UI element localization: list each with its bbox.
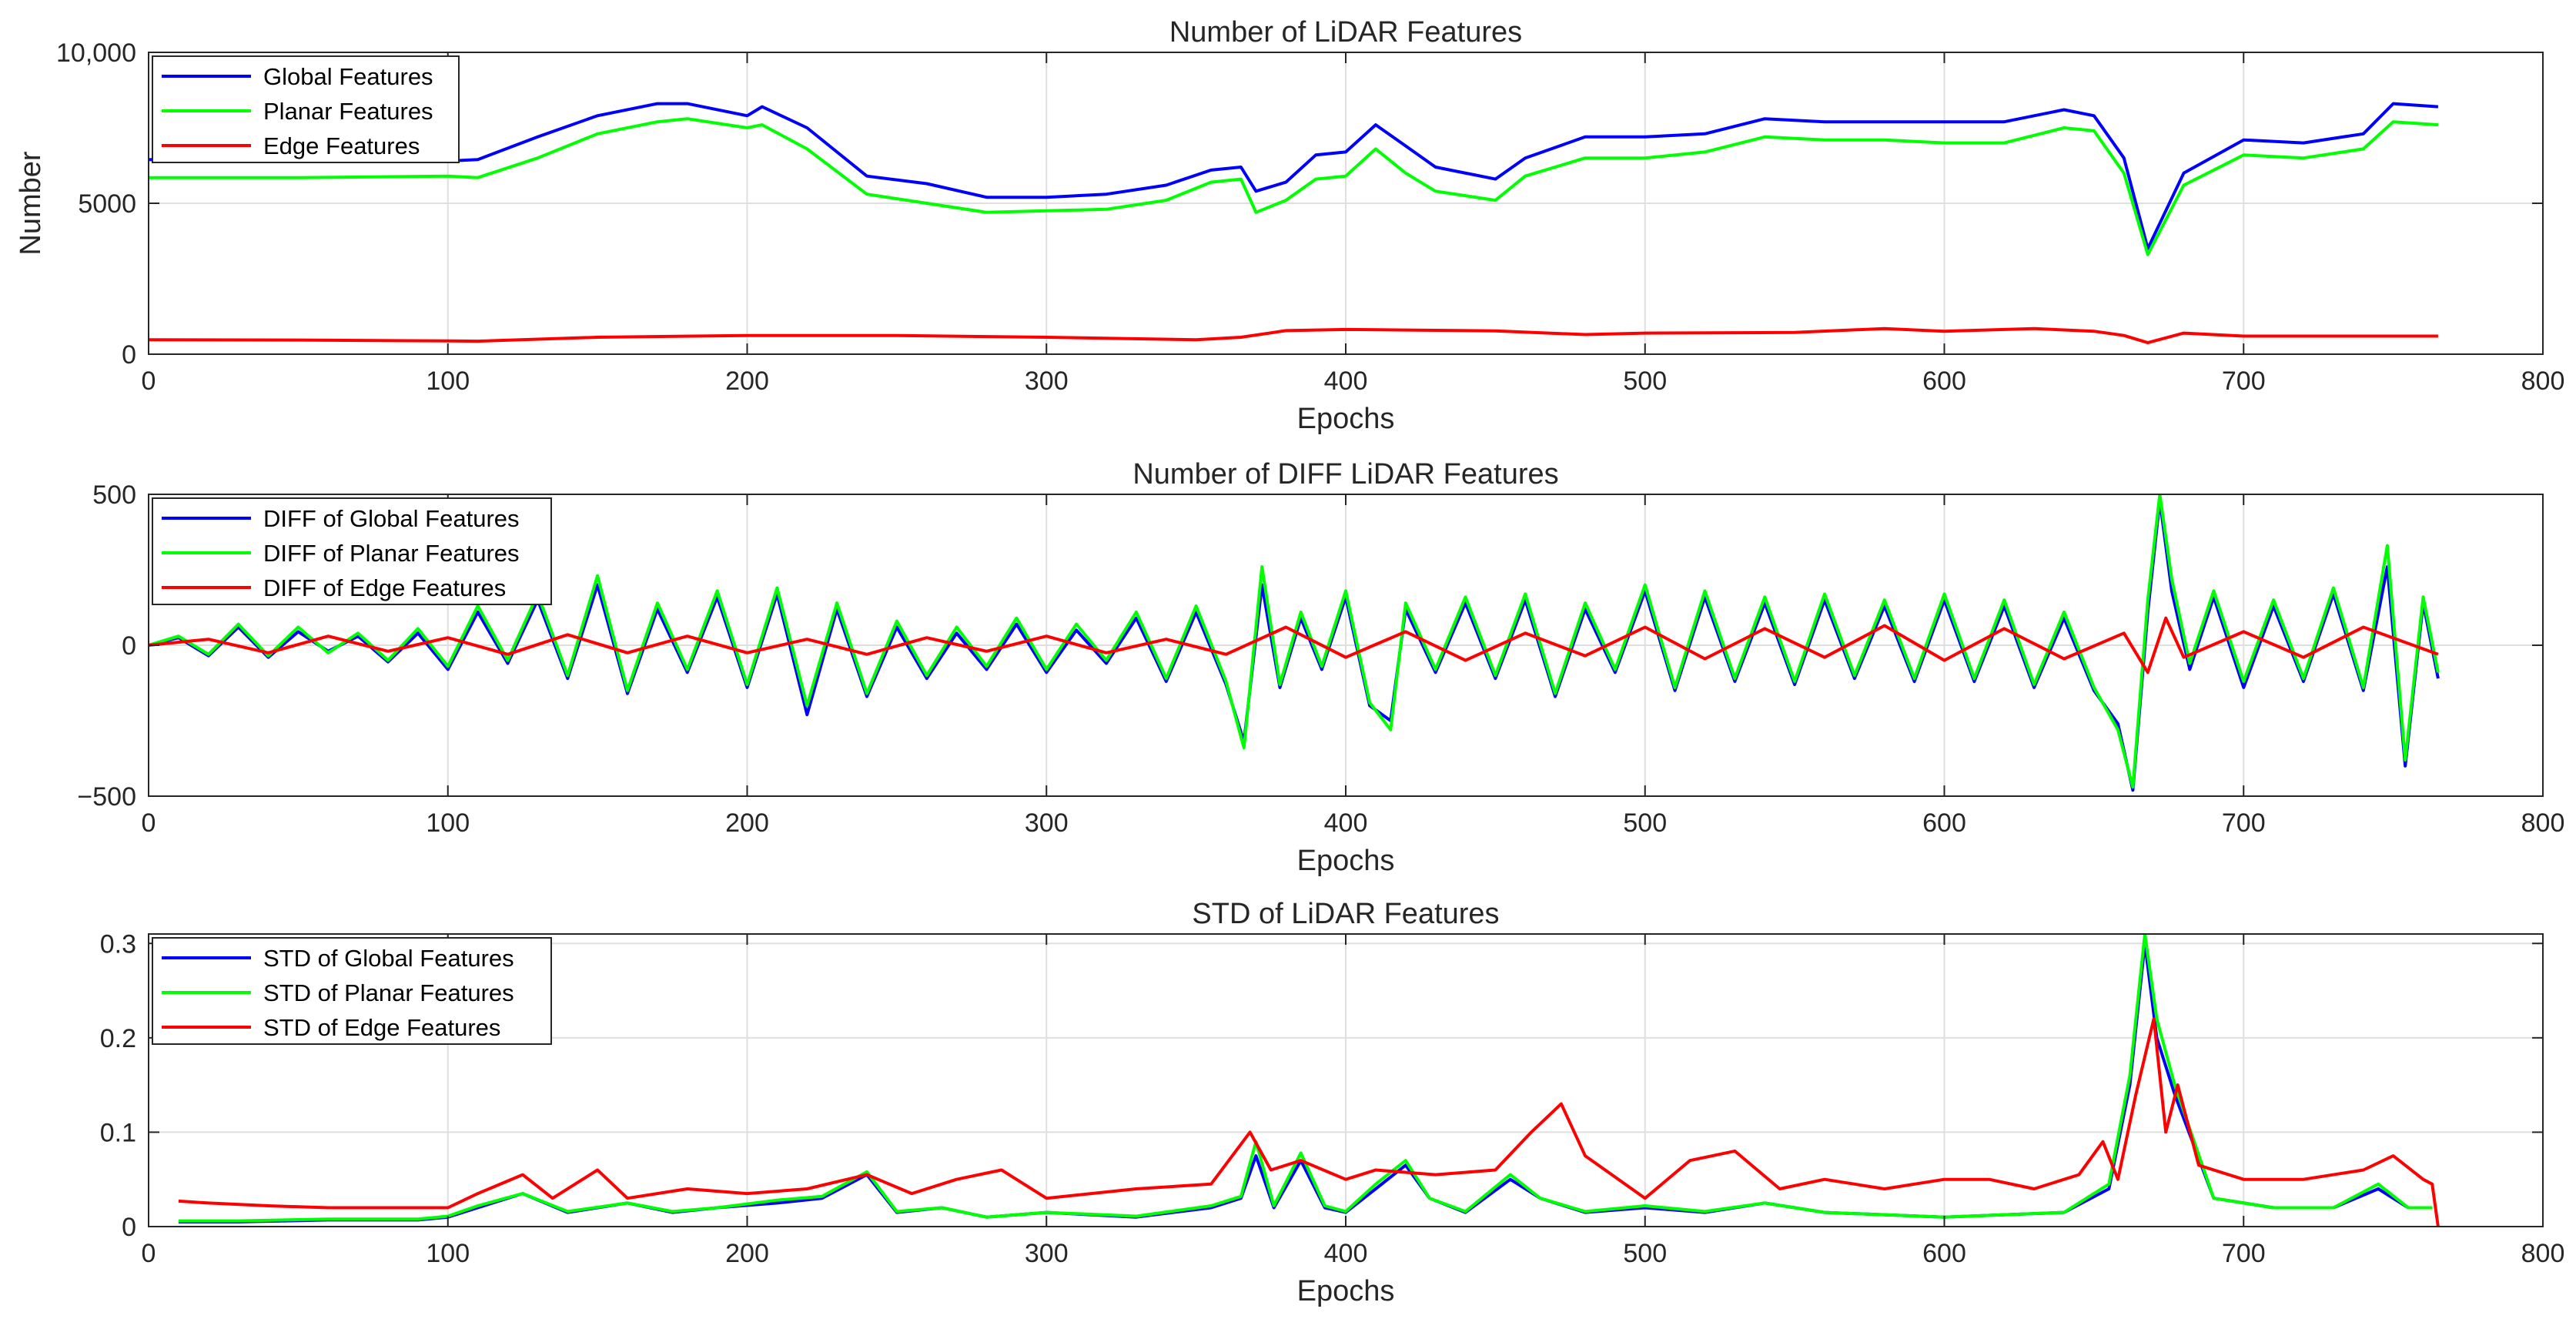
chart1-series-group (149, 102, 2439, 345)
chart2-x-tick-label: 200 (725, 808, 769, 838)
chart2-series-group (149, 494, 2440, 792)
chart3-legend-label: STD of Edge Features (263, 1014, 500, 1041)
chart1-y-axis-label: Number (15, 151, 47, 255)
chart3-x-tick-label: 400 (1324, 1239, 1368, 1268)
chart2-x-axis-label: Epochs (1297, 845, 1395, 877)
chart3-x-axis-label: Epochs (1297, 1275, 1395, 1307)
chart3-legend-label: STD of Planar Features (263, 979, 514, 1006)
chart1-x-axis-label: Epochs (1297, 403, 1395, 435)
chart2-series-diff-of-planar-features (149, 494, 2440, 789)
chart3: 0 100 200 300 400 500 600 700 800 0 0.1 0.2 0.3 STD o… (100, 898, 2565, 1307)
chart1-legend: Global Features Planar Features Edge Featu… (152, 55, 460, 163)
chart1-x-tick-label: 200 (725, 367, 769, 396)
chart3-y-tick-label: 0 (122, 1213, 136, 1242)
chart1-y-tick-label: 10,000 (56, 38, 136, 68)
chart1-x-tick-label: 100 (426, 367, 470, 396)
chart1-x-tick-label: 700 (2222, 367, 2266, 396)
chart3-series-std-of-edge-features (178, 1017, 2440, 1227)
chart1-series-edge-features (149, 326, 2438, 345)
chart2: 0 100 200 300 400 500 600 700 800−5000500Number … (77, 458, 2564, 877)
chart3-x-tick-label: 300 (1025, 1239, 1069, 1268)
chart3-title: STD of LiDAR Features (1192, 898, 1499, 930)
chart3-y-tick-label: 0.1 (100, 1118, 136, 1147)
chart3-series-group (178, 934, 2440, 1227)
chart3-x-tick-label: 500 (1623, 1239, 1667, 1268)
chart3-y-tick-label: 0.3 (100, 929, 136, 959)
chart2-x-tick-label: 100 (426, 808, 470, 838)
chart1-legend-label: Global Features (263, 63, 433, 90)
chart2-x-tick-label: 700 (2222, 808, 2266, 838)
chart2-x-tick-label: 0 (142, 808, 156, 838)
chart2-series-diff-of-edge-features (149, 616, 2439, 675)
chart3-legend-label: STD of Global Features (263, 945, 514, 972)
chart3-x-tick-label: 100 (426, 1239, 470, 1268)
chart2-y-tick-label: −500 (77, 782, 136, 812)
chart1-y-tick-label: 0 (122, 340, 136, 370)
chart1-y-tick-label: 5000 (78, 189, 136, 219)
chart3-legend: STD of Global Features STD of Planar Feat… (152, 937, 552, 1045)
chart3-x-tick-label: 800 (2521, 1239, 2565, 1268)
chart2-legend-label: DIFF of Global Features (263, 505, 520, 532)
chart2-x-tick-label: 400 (1324, 808, 1368, 838)
chart3-series-std-of-planar-features (178, 934, 2433, 1223)
chart2-y-tick-label: 500 (92, 480, 136, 510)
chart1-x-tick-label: 0 (142, 367, 156, 396)
chart1-series-global-features (149, 102, 2439, 250)
chart1-x-tick-label: 600 (1922, 367, 1966, 396)
chart2-legend-label: DIFF of Planar Features (263, 540, 520, 567)
chart1-x-tick-label: 400 (1324, 367, 1368, 396)
chart3-y-tick-label: 0.2 (100, 1024, 136, 1053)
chart1-x-tick-label: 800 (2521, 367, 2565, 396)
chart1: 0 100 200 300 400 500 600 700 800 0 5000 10,000 Numb… (15, 16, 2564, 435)
chart1-legend-label: Planar Features (263, 98, 433, 125)
chart3-x-tick-label: 200 (725, 1239, 769, 1268)
chart2-legend: DIFF of Global Features DIFF of Planar Fe… (152, 497, 552, 605)
chart1-x-tick-label: 500 (1623, 367, 1667, 396)
chart1-title: Number of LiDAR Features (1169, 16, 1522, 49)
chart3-x-tick-label: 0 (142, 1239, 156, 1268)
chart2-y-tick-label: 0 (122, 631, 136, 661)
chart2-x-tick-label: 500 (1623, 808, 1667, 838)
chart1-x-tick-label: 300 (1025, 367, 1069, 396)
chart1-series-planar-features (149, 117, 2439, 256)
chart3-x-tick-label: 600 (1922, 1239, 1966, 1268)
chart1-legend-label: Edge Features (263, 132, 420, 159)
chart2-legend-label: DIFF of Edge Features (263, 574, 506, 601)
chart2-x-tick-label: 300 (1025, 808, 1069, 838)
chart2-x-tick-label: 600 (1922, 808, 1966, 838)
chart2-title: Number of DIFF LiDAR Features (1132, 458, 1558, 490)
chart2-x-tick-label: 800 (2521, 808, 2565, 838)
chart3-x-tick-label: 700 (2222, 1239, 2266, 1268)
